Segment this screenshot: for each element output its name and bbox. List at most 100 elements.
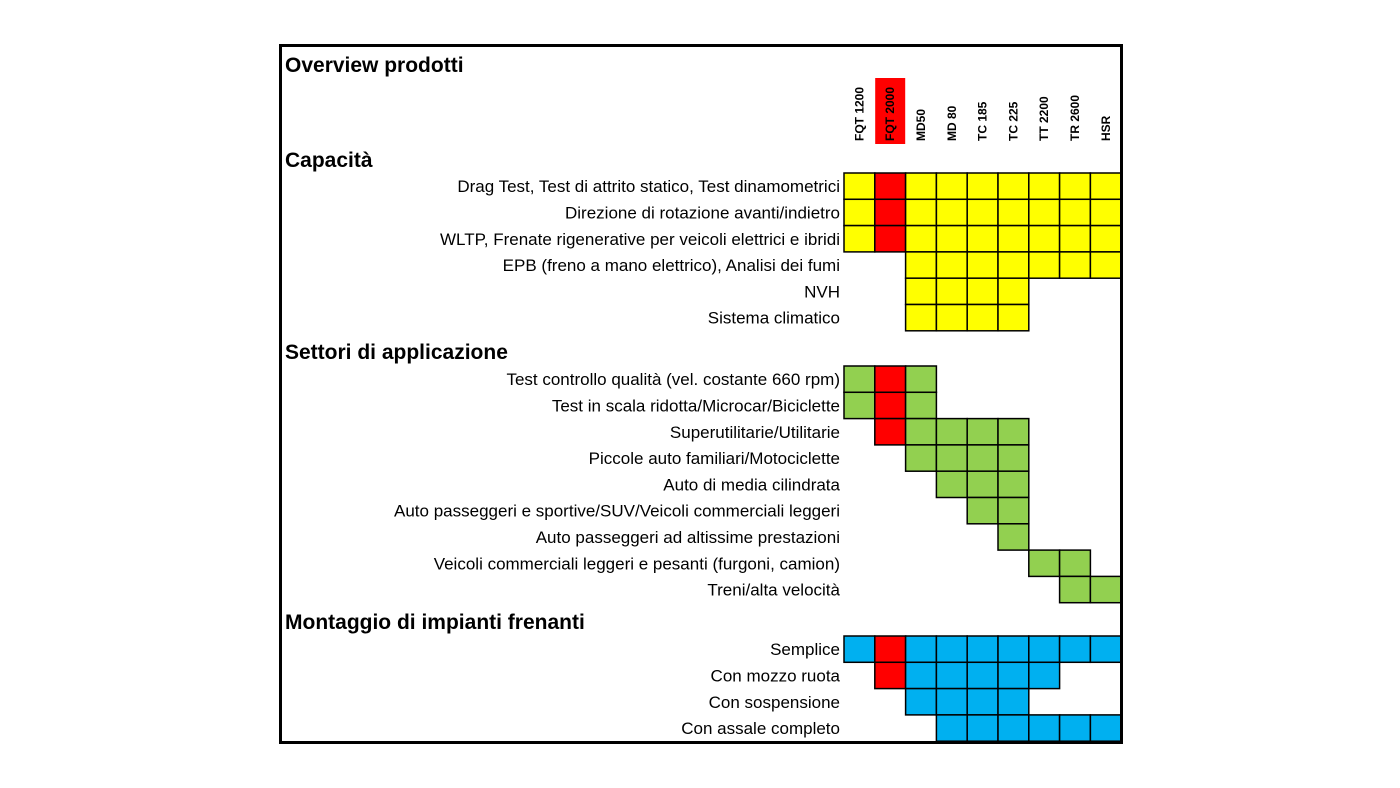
grid-cell <box>1028 549 1061 578</box>
grid-cell <box>904 224 938 253</box>
row-label: Con sospensione <box>709 693 840 712</box>
grid-cell <box>874 391 907 420</box>
column-header: HSR <box>1099 115 1113 141</box>
grid-cell <box>966 417 999 446</box>
grid-cell <box>904 251 938 279</box>
grid-cell <box>935 224 968 253</box>
grid-cell <box>1028 714 1061 741</box>
grid-cell <box>966 496 999 525</box>
grid-cell <box>843 198 876 227</box>
grid-cell <box>874 172 907 201</box>
grid-cell <box>997 417 1030 446</box>
grid-cell <box>874 661 907 690</box>
row-label: Sistema climatico <box>708 309 840 328</box>
grid-cell <box>966 224 999 253</box>
grid-cell <box>997 224 1030 253</box>
grid-cell <box>874 635 907 664</box>
grid-cell <box>935 172 968 201</box>
grid-cell <box>997 277 1030 306</box>
grid-cell <box>997 687 1030 716</box>
grid-cell <box>966 444 999 472</box>
grid-cell <box>843 635 876 664</box>
row-label: Superutilitarie/Utilitarie <box>670 423 840 442</box>
grid-cell <box>1028 198 1061 227</box>
grid-cell <box>1058 198 1092 227</box>
column-header: MD 80 <box>945 105 959 141</box>
grid-cell <box>1089 251 1120 279</box>
grid-cell <box>904 365 938 394</box>
overview-chart: Overview prodotti FQT 1200 FQT 2000 MD50 MD … <box>285 54 1120 741</box>
grid-cell <box>966 470 999 499</box>
grid-cell <box>997 635 1030 664</box>
grid-cell <box>966 303 999 332</box>
grid-cell <box>843 224 876 253</box>
row-label: NVH <box>804 282 840 301</box>
grid-cell <box>935 635 968 664</box>
grid-cell <box>935 303 968 332</box>
grid-cell <box>997 172 1030 201</box>
grid-cell <box>935 417 968 446</box>
grid-cell <box>1089 714 1120 741</box>
grid-cell <box>1058 575 1092 604</box>
row-label: Veicoli commerciali leggeri e pesanti (f… <box>434 554 840 573</box>
grid-cell <box>997 444 1030 472</box>
grid-cell <box>1089 575 1120 604</box>
grid-cell <box>997 470 1030 499</box>
grid-cell <box>1058 635 1092 664</box>
row-label: Auto passeggeri e sportive/SUV/Veicoli c… <box>394 502 840 521</box>
grid-cell <box>1058 224 1092 253</box>
row-label: Test controllo qualità (vel. costante 66… <box>506 370 840 389</box>
row-label: EPB (freno a mano elettrico), Analisi de… <box>503 256 840 275</box>
grid-cell <box>874 224 907 253</box>
grid-cell <box>1089 635 1120 664</box>
grid-cell <box>1058 549 1092 578</box>
grid-cell <box>935 198 968 227</box>
grid-cell <box>904 303 938 332</box>
grid-cell <box>904 687 938 716</box>
grid-cell <box>935 277 968 306</box>
grid-cell <box>1028 635 1061 664</box>
grid-cell <box>874 365 907 394</box>
grid-cell <box>874 417 907 446</box>
grid-cell <box>843 172 876 201</box>
grid-cell <box>997 714 1030 741</box>
grid-cell <box>874 198 907 227</box>
grid-cell <box>966 635 999 664</box>
grid-cell <box>966 251 999 279</box>
grid-cell <box>935 444 968 472</box>
grid-cell <box>966 714 999 741</box>
row-label: Auto di media cilindrata <box>663 475 840 494</box>
grid-cell <box>1089 198 1120 227</box>
grid-cell <box>904 277 938 306</box>
grid-cell <box>1028 251 1061 279</box>
grid-cell <box>904 444 938 472</box>
row-label: Con mozzo ruota <box>711 666 841 685</box>
grid-cell <box>843 365 876 394</box>
column-header: TC 185 <box>976 101 990 141</box>
section-title: Montaggio di impianti frenanti <box>285 611 585 634</box>
grid-cell <box>935 251 968 279</box>
grid-cell <box>904 172 938 201</box>
column-header: FQT 1200 <box>852 87 866 141</box>
grid-cell <box>966 687 999 716</box>
grid-cell <box>1028 661 1061 690</box>
row-label: Treni/alta velocità <box>707 581 840 600</box>
grid-cell <box>904 391 938 420</box>
section-title: Capacità <box>285 149 373 172</box>
grid-cell <box>1058 172 1092 201</box>
grid-cell <box>904 417 938 446</box>
grid-cell <box>904 198 938 227</box>
grid-cell <box>1089 224 1120 253</box>
grid-cell <box>1028 224 1061 253</box>
grid-cell <box>966 661 999 690</box>
row-label: Drag Test, Test di attrito statico, Test… <box>457 177 840 196</box>
grid-cell <box>935 661 968 690</box>
column-header: MD50 <box>914 109 928 141</box>
grid-cell <box>1089 172 1120 201</box>
grid-cell <box>843 391 876 420</box>
grid-cell <box>935 470 968 499</box>
grid-cell <box>904 635 938 664</box>
grid-cell <box>935 714 968 741</box>
column-header: TC 225 <box>1006 101 1020 141</box>
row-label: Direzione di rotazione avanti/indietro <box>565 203 840 222</box>
